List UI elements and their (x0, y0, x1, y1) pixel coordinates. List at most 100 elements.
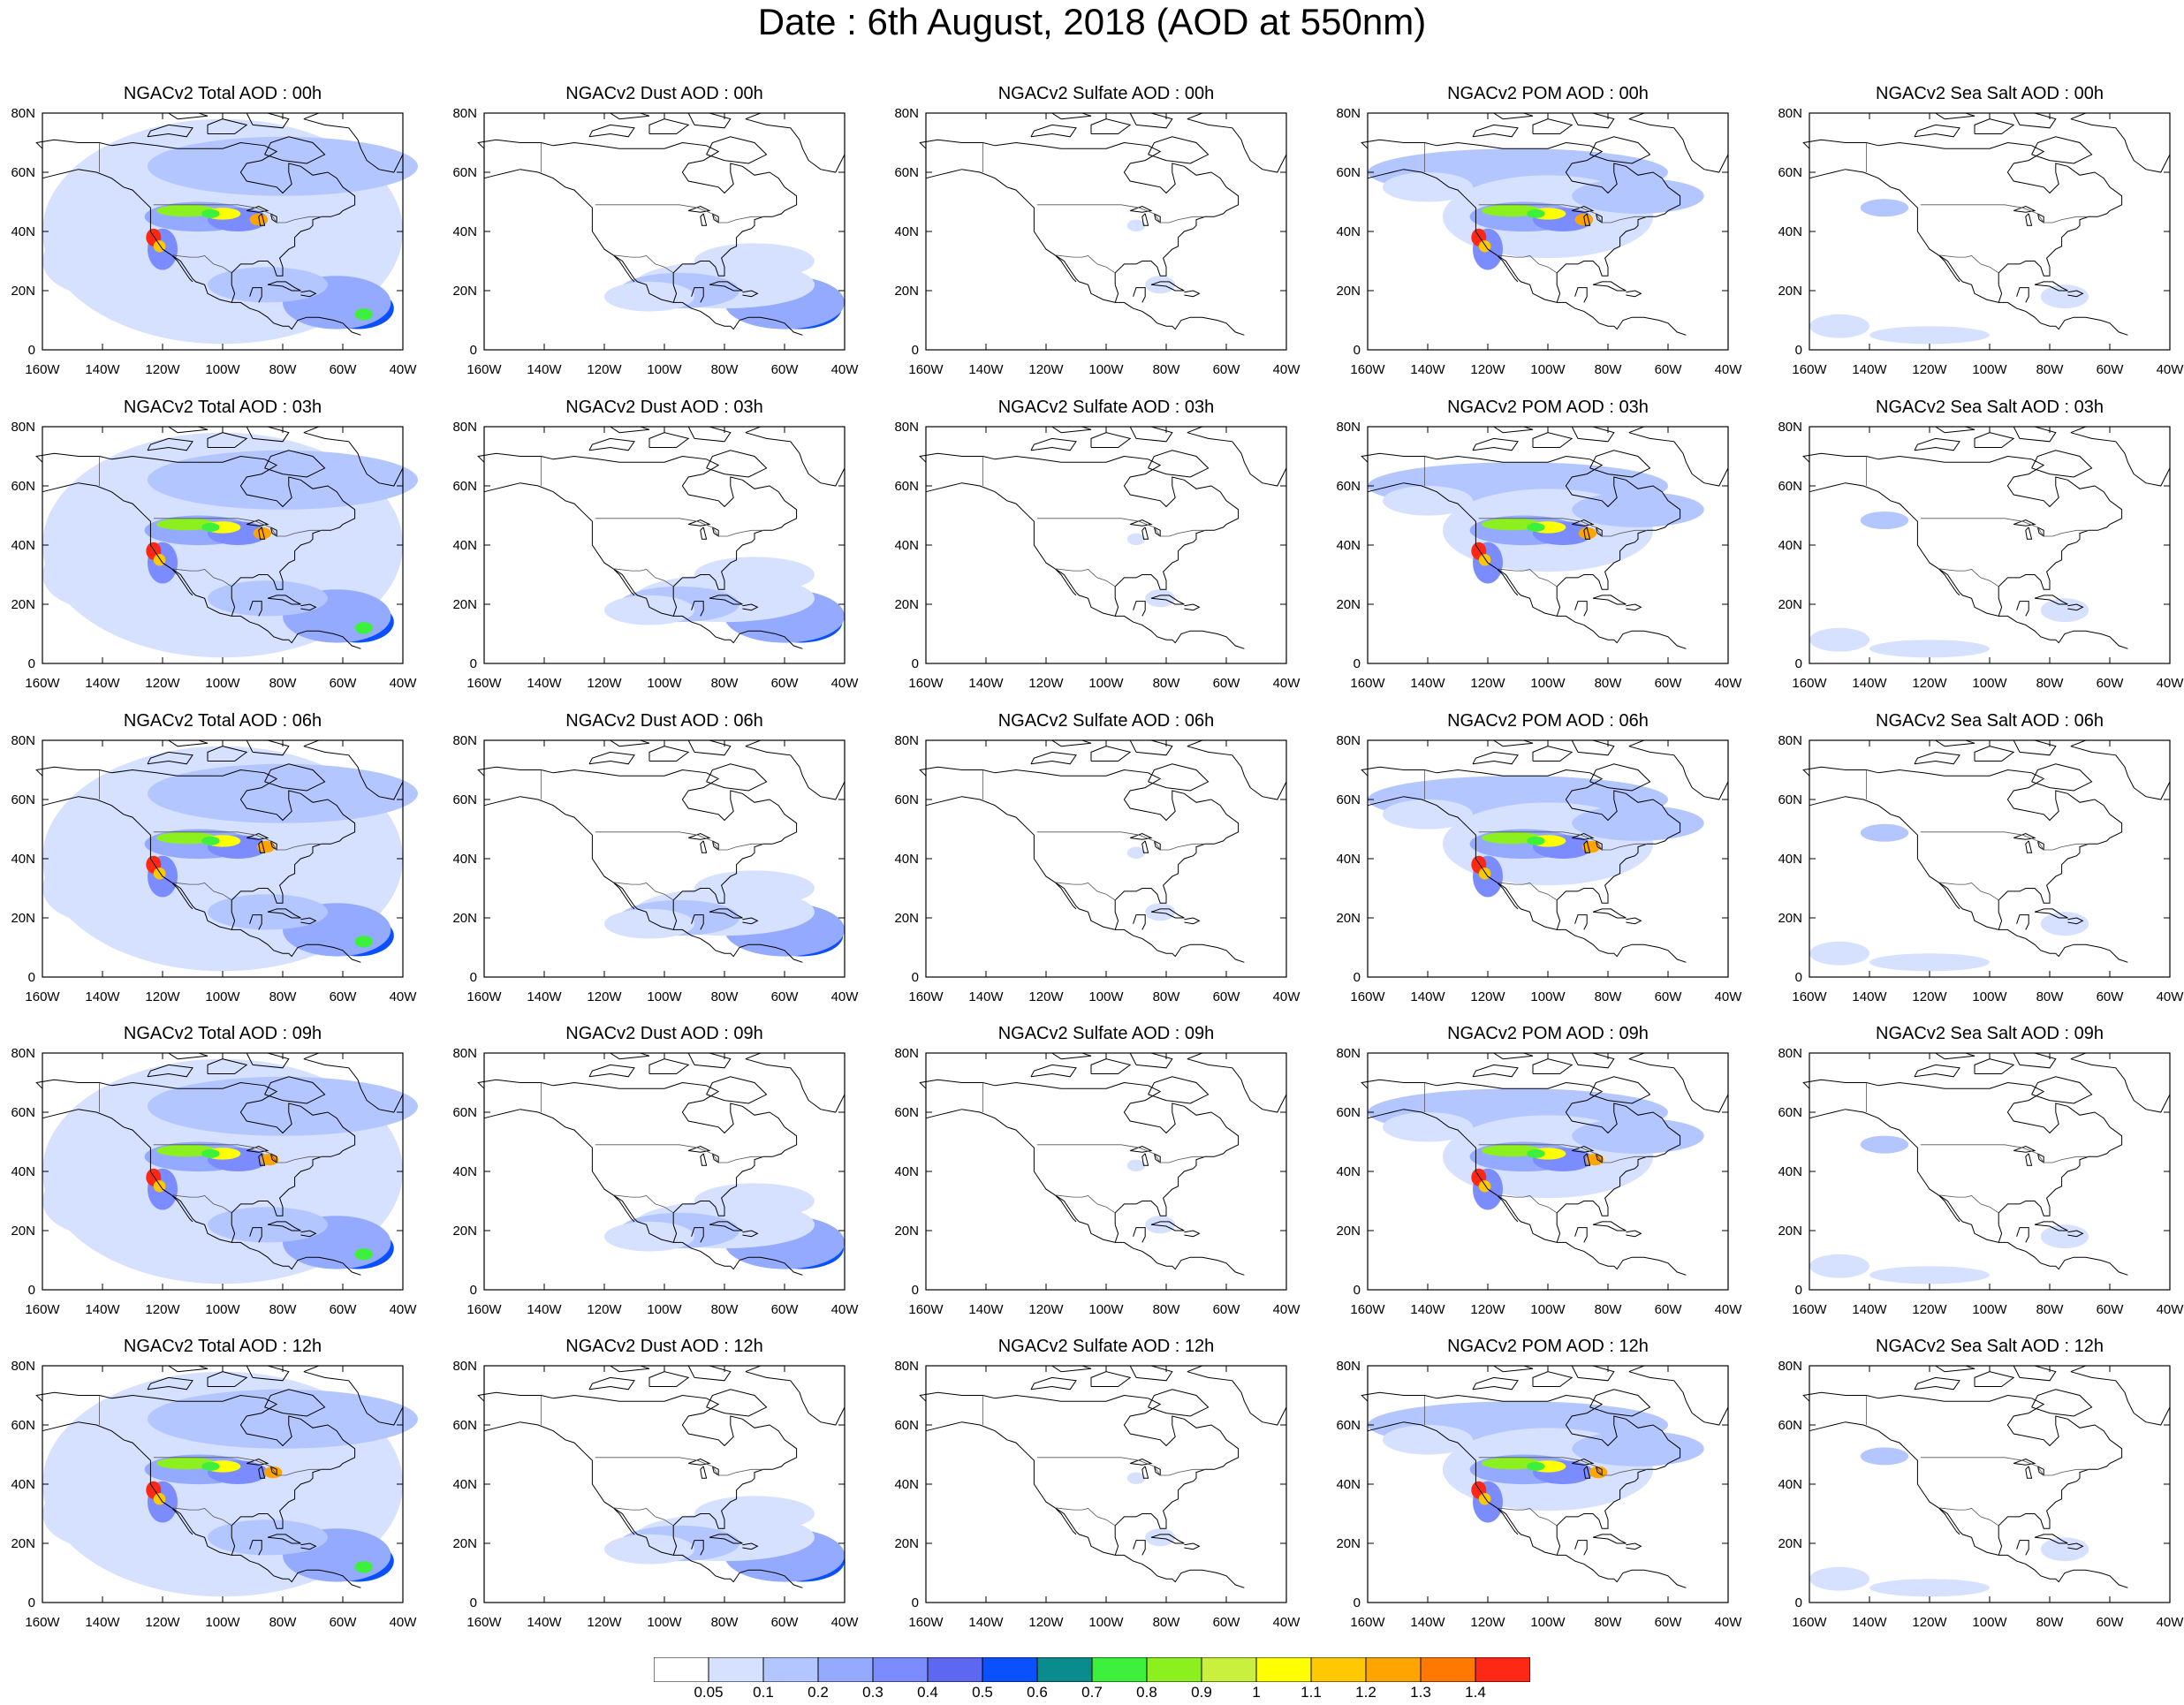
aod-plume (260, 1153, 279, 1166)
panel-title: NGACv2 Dust AOD : 06h (565, 711, 763, 731)
aod-plume (1482, 1457, 1543, 1470)
coastline (706, 136, 768, 164)
map-panel-sea-salt-row-1: NGACv2 Sea Salt AOD : 03h 160W 140W 120W 100… (1778, 397, 2184, 699)
colorbar-swatch (654, 1657, 709, 1682)
coastline (700, 527, 708, 540)
coastline (1472, 1376, 1519, 1391)
y-tick-label: 80N (894, 106, 919, 121)
panel-title: NGACv2 Sea Salt AOD : 12h (1876, 1337, 2104, 1356)
aod-plume (1383, 486, 1473, 516)
country-border (613, 1194, 674, 1214)
y-tick-label: 80N (11, 733, 35, 748)
colorbar-swatch (1091, 1657, 1148, 1682)
coastline (691, 1540, 704, 1556)
y-tick-label: 0 (28, 1595, 35, 1610)
panel-title: NGACv2 Total AOD : 12h (123, 1337, 322, 1356)
x-tick-label: 40W (831, 1302, 860, 1317)
coastline (588, 124, 635, 138)
coastlines (1802, 426, 2171, 649)
coastline (1090, 1371, 1132, 1387)
country-border (153, 1144, 322, 1163)
aod-plume (201, 836, 220, 845)
country-border (1055, 254, 1116, 274)
coastline (1914, 751, 1960, 765)
x-tick-label: 60W (1655, 1302, 1683, 1317)
y-tick-label: 0 (470, 656, 477, 671)
aod-plume (156, 204, 217, 217)
aod-field (484, 113, 845, 350)
coastline (742, 603, 759, 611)
coastline (709, 281, 743, 292)
coastline (267, 1221, 301, 1231)
x-tick-label: 80W (1153, 1615, 1181, 1630)
coastline (1809, 169, 2128, 336)
coastline (919, 1079, 1240, 1243)
aod-plume (1482, 518, 1543, 531)
aod-plume (1482, 204, 1543, 217)
x-tick-label: 140W (968, 989, 1004, 1004)
coastline (2067, 290, 2084, 298)
y-tick-label: 0 (912, 1283, 919, 1298)
y-tick-label: 40N (11, 852, 35, 867)
x-tick-label: 40W (1715, 362, 1743, 377)
axes: 160W 140W 120W 100W 80W 60W 40W 0 20N 40N 60N 80N (452, 733, 859, 1004)
aod-plume (1145, 1528, 1176, 1547)
aod-plume (1383, 799, 1473, 830)
coastline (2067, 603, 2084, 611)
coastline (1802, 766, 2123, 930)
y-tick-label: 20N (11, 1536, 35, 1551)
coastline (207, 118, 248, 134)
aod-plume (1572, 1430, 1704, 1466)
coastline (2034, 908, 2068, 919)
y-tick-label: 60N (11, 792, 35, 807)
aod-plume (42, 225, 163, 297)
x-tick-label: 40W (2157, 989, 2184, 1004)
coastline (1184, 1230, 1201, 1238)
coastline (1592, 1221, 1627, 1231)
y-tick-label: 40N (1336, 1164, 1361, 1179)
coastline (1938, 568, 1960, 596)
y-tick-label: 80N (1778, 420, 1802, 435)
map-plot: 160W 140W 120W 100W 80W 60W 40W 0 20N 40N 60N 80N (1336, 420, 1742, 691)
x-tick-label: 40W (831, 676, 860, 691)
x-tick-label: 140W (527, 676, 562, 691)
y-tick-label: 20N (452, 1224, 477, 1239)
coastline (2034, 281, 2068, 292)
coastline (147, 1064, 193, 1078)
aod-plume (1860, 823, 1909, 842)
aod-plume (249, 213, 268, 226)
coastline (1574, 1540, 1588, 1556)
country-border (153, 831, 322, 851)
aod-plume (42, 852, 163, 924)
x-tick-label: 160W (1792, 1302, 1827, 1317)
aod-field (1368, 1053, 1728, 1290)
coastline (42, 1109, 361, 1276)
y-tick-label: 40N (11, 1164, 35, 1179)
x-tick-label: 40W (831, 1615, 860, 1630)
aod-plume (1527, 208, 1545, 218)
y-tick-label: 40N (894, 224, 919, 239)
x-tick-label: 100W (1530, 362, 1566, 377)
x-tick-label: 160W (1350, 1615, 1385, 1630)
y-tick-label: 0 (912, 343, 919, 358)
coastline (147, 437, 193, 451)
country-border (1920, 518, 2089, 537)
colorbar-label: 0.4 (917, 1684, 938, 1701)
coastline (264, 763, 326, 792)
aod-field (926, 1366, 1286, 1603)
x-tick-label: 140W (1410, 1615, 1445, 1630)
axes: 160W 140W 120W 100W 80W 60W 40W 0 20N 40N 60N 80N (11, 733, 417, 1004)
coastline (171, 1507, 193, 1535)
x-tick-label: 60W (1213, 362, 1241, 377)
coastline (1938, 882, 1960, 910)
country-border (1920, 204, 2089, 224)
aod-plume (148, 1389, 418, 1449)
coastline (300, 603, 317, 611)
y-tick-label: 60N (452, 792, 477, 807)
borders (99, 1395, 322, 1527)
aod-plume (354, 622, 373, 634)
coastline (2016, 1227, 2029, 1243)
y-tick-label: 20N (894, 1536, 919, 1551)
coastline (612, 568, 635, 596)
